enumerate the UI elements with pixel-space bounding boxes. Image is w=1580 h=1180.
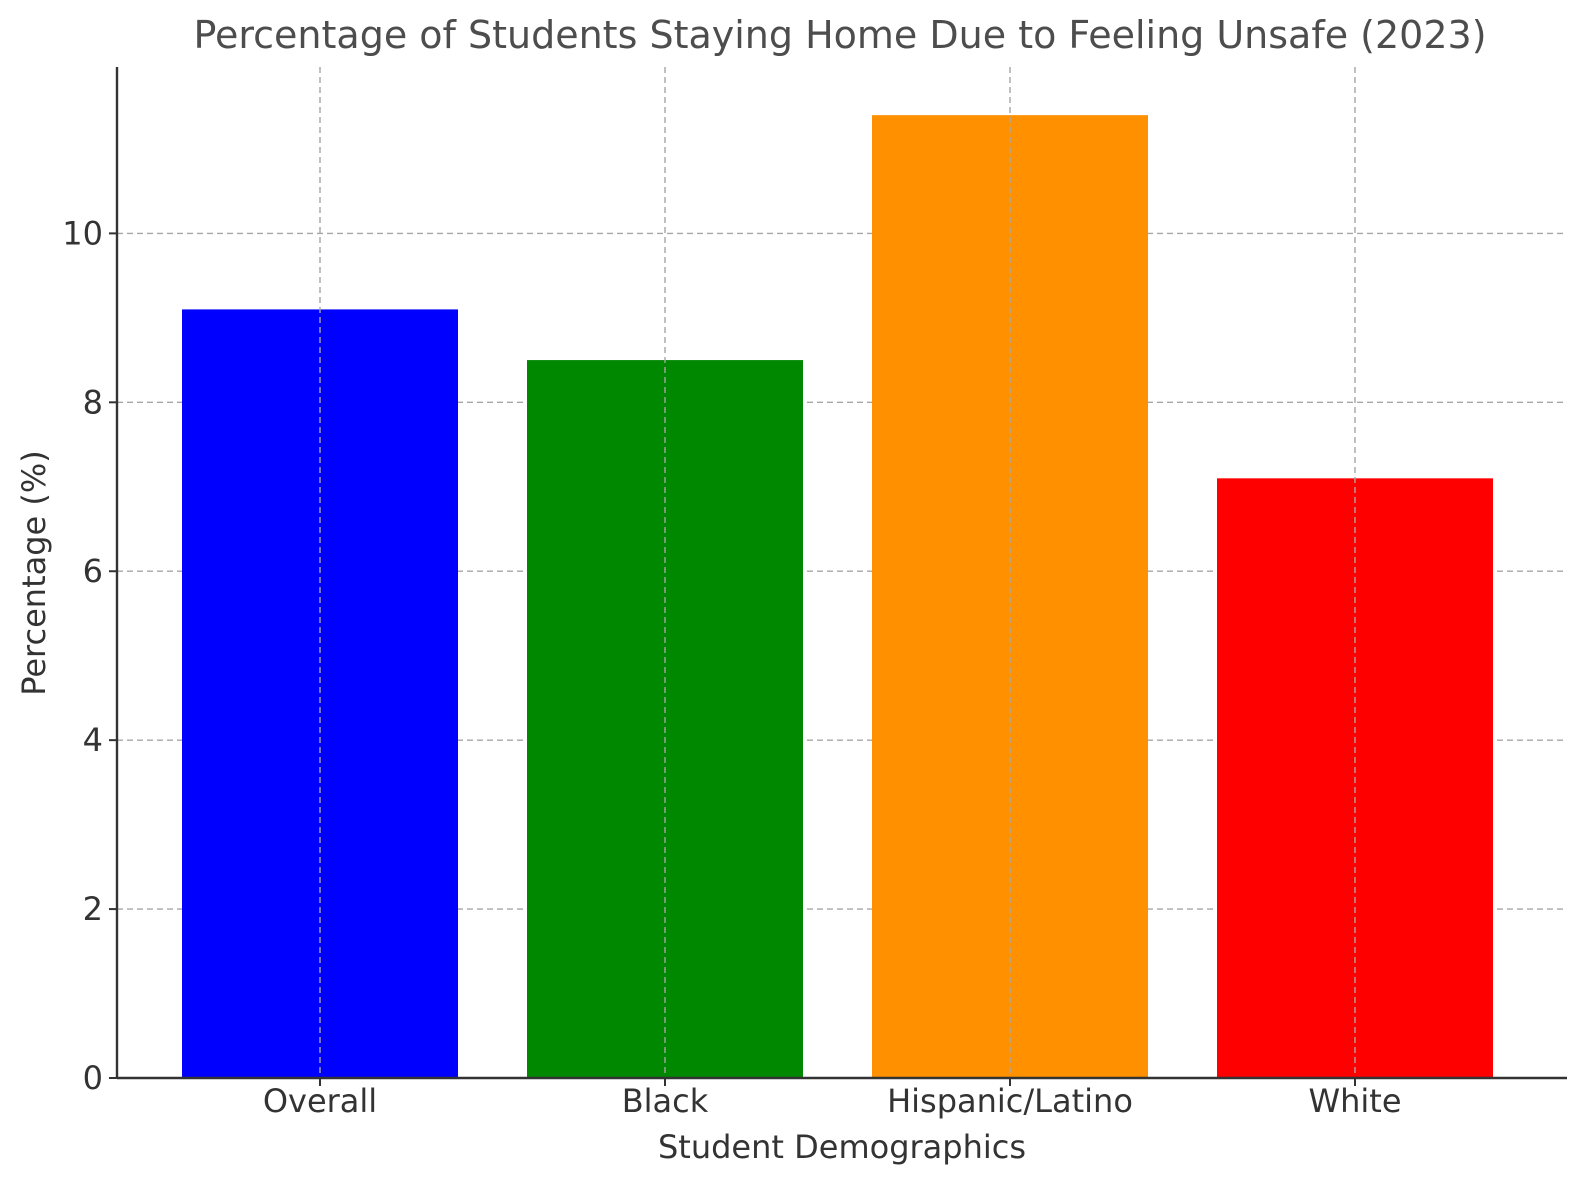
- x-ticks: Overall Black Hispanic/Latino White: [263, 1078, 1402, 1120]
- y-tick-label: 0: [83, 1059, 103, 1097]
- y-tick-label: 4: [83, 721, 103, 759]
- bar-layer: [182, 115, 1493, 1078]
- chart-title: Percentage of Students Staying Home Due …: [193, 13, 1486, 57]
- x-tick-label: Black: [622, 1082, 709, 1120]
- x-tick-label: Hispanic/Latino: [887, 1082, 1133, 1120]
- y-tick-label: 2: [83, 890, 103, 928]
- x-tick-label: Overall: [263, 1082, 377, 1120]
- y-tick-label: 10: [62, 214, 103, 252]
- y-ticks: 0 2 4 6 8 10: [62, 214, 117, 1097]
- y-tick-label: 6: [83, 552, 103, 590]
- y-axis-label: Percentage (%): [15, 450, 53, 696]
- vgrid-layer: [319, 67, 1356, 1078]
- y-tick-label: 8: [83, 383, 103, 421]
- x-axis-label: Student Demographics: [658, 1128, 1026, 1166]
- x-tick-label: White: [1308, 1082, 1401, 1120]
